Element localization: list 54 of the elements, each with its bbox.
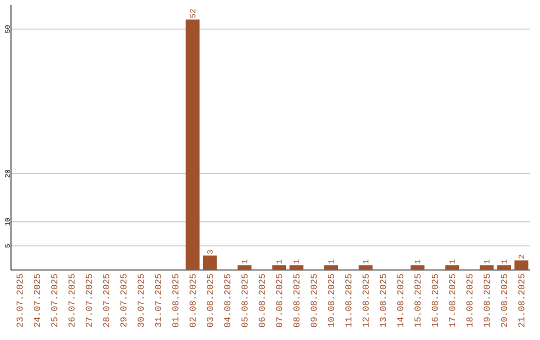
x-tick-label: 02.08.2025 (190, 274, 196, 327)
bar (203, 256, 217, 270)
x-tick-label: 15.08.2025 (414, 274, 421, 327)
bar (324, 265, 338, 270)
data-label: 52 (190, 9, 196, 18)
x-tick-label: 06.08.2025 (258, 274, 265, 327)
bar (272, 265, 286, 270)
data-label: 2 (518, 254, 524, 259)
data-label: 1 (242, 260, 248, 264)
bar (238, 265, 252, 270)
x-tick-label: 28.07.2025 (103, 274, 110, 327)
x-tick-label: 17.08.2025 (449, 274, 456, 327)
x-tick-label: 31.07.2025 (154, 274, 162, 327)
x-tick-label: 18.08.2025 (466, 274, 473, 327)
bar (358, 265, 373, 270)
x-tick-label: 11.08.2025 (345, 274, 352, 327)
bar (445, 265, 460, 270)
data-label: 1 (484, 260, 490, 264)
x-tick-label: 24.07.2025 (34, 274, 40, 327)
x-tick-label: 08.08.2025 (293, 274, 300, 327)
data-label: 1 (276, 260, 282, 264)
x-tick-label: 12.08.2025 (362, 274, 369, 327)
data-label: 1 (450, 260, 455, 264)
bar (410, 265, 424, 270)
x-tick-label: 05.08.2025 (242, 274, 248, 327)
x-tick-label: 26.07.2025 (68, 274, 75, 327)
data-label: 3 (207, 250, 213, 254)
bar (480, 265, 494, 270)
x-tick-label: 21.08.2025 (518, 274, 524, 327)
data-label: 1 (501, 260, 507, 264)
x-tick-label: 10.08.2025 (328, 274, 334, 327)
bar (290, 265, 304, 270)
x-tick-label: 04.08.2025 (224, 274, 230, 327)
x-tick-label: 19.08.2025 (484, 274, 490, 327)
x-tick-label: 25.07.2025 (51, 274, 58, 327)
data-label: 1 (414, 260, 420, 264)
data-label: 1 (363, 260, 368, 264)
x-tick-label: 13.08.2025 (380, 274, 386, 327)
x-tick-label: 09.08.2025 (310, 274, 317, 327)
x-tick-label: 14.08.2025 (397, 274, 404, 327)
x-tick-label: 03.08.2025 (206, 274, 214, 327)
bar (497, 265, 511, 270)
x-tick-label: 30.07.2025 (138, 274, 144, 327)
x-tick-label: 20.08.2025 (501, 274, 508, 327)
x-tick-label: 23.07.2025 (16, 274, 23, 327)
data-label: 1 (294, 260, 300, 264)
data-label: 1 (328, 260, 334, 264)
x-tick-label: 16.08.2025 (432, 274, 438, 327)
x-tick-label: 27.07.2025 (86, 274, 92, 327)
x-tick-label: 01.08.2025 (172, 274, 178, 327)
x-tick-label: 07.08.2025 (276, 274, 282, 327)
bar (514, 260, 528, 270)
x-tick-label: 29.07.2025 (120, 274, 127, 327)
bar (186, 19, 200, 270)
